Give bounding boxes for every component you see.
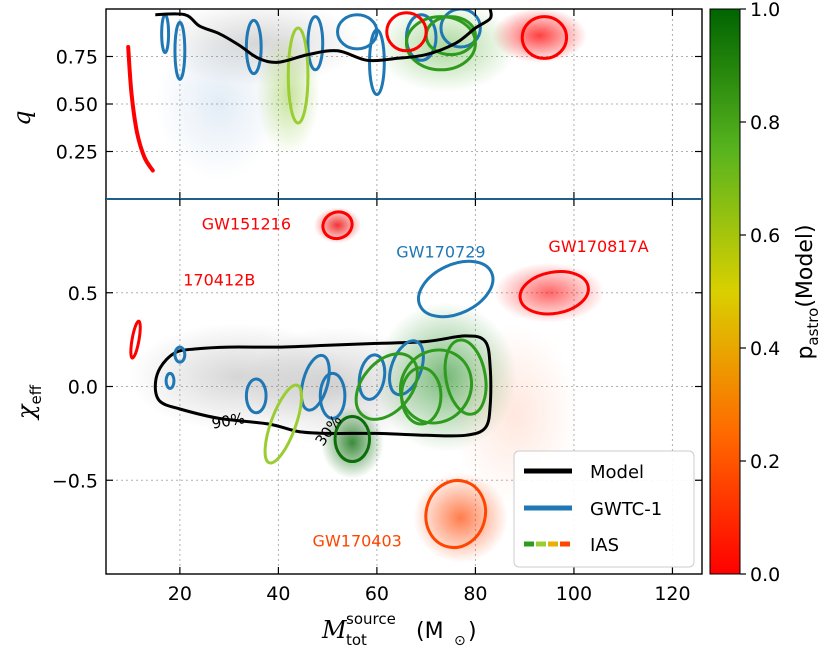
event-label-gw151216: GW151216 xyxy=(202,214,291,233)
svg-text:χeff: χeff xyxy=(12,384,45,421)
bottom-event-contour-gwtc1-4 xyxy=(318,371,347,420)
x-label-symbol: M xyxy=(321,616,348,644)
bottom-event-contour-gwtc1-0 xyxy=(173,345,187,364)
top-plot-area xyxy=(126,9,587,180)
x-label-unit-close: ) xyxy=(468,619,477,644)
x-label-unit-sub: ⊙ xyxy=(454,633,466,648)
xtick-label-1: 40 xyxy=(266,583,290,605)
chi-symbol: χ xyxy=(12,403,40,421)
bot-ytick-label-0: −0.5 xyxy=(52,470,98,492)
top-model-contour xyxy=(155,9,493,64)
colorbar-tick-label-0: 0.0 xyxy=(750,564,780,586)
colorbar-tick-label-5: 1.0 xyxy=(750,0,780,21)
bottom-event-contour-gwtc1-3 xyxy=(299,353,331,412)
legend-box xyxy=(513,450,695,568)
top-ytick-label-1: 0.50 xyxy=(56,94,98,116)
colorbar-label: pastro(Model) xyxy=(793,224,822,359)
legend-gwtc1-label: GWTC-1 xyxy=(590,499,662,520)
top-event-contour-gwtc1-24 xyxy=(336,13,379,51)
top-event-contour-lightgreen-26 xyxy=(286,26,310,125)
bottom-event-contour-gwtc1-6 xyxy=(388,339,425,397)
xtick-label-3: 80 xyxy=(463,583,487,605)
top-event-contour-gwtc1-20 xyxy=(244,18,263,76)
bottom-event-contour-gwtc1-1 xyxy=(164,371,176,390)
bottom-event-contour-orangered-11 xyxy=(424,479,488,549)
bottom-event-contour-green-16 xyxy=(400,366,443,426)
top-event-track-0 xyxy=(126,45,155,173)
top-y-axis-label: q xyxy=(8,110,36,125)
top-event-contour-red-29 xyxy=(385,11,428,53)
event-label-170412b: 170412B xyxy=(183,271,255,290)
xtick-label-5: 120 xyxy=(654,583,690,605)
event-label-gw170729: GW170729 xyxy=(396,243,485,262)
svg-text:pastro(Model): pastro(Model) xyxy=(793,224,822,359)
top-event-contour-gwtc1-18 xyxy=(173,20,187,81)
colorbar: 0.0 0.2 0.4 0.6 0.8 1.0 pastro(Model) xyxy=(709,0,822,586)
bottom-event-contour-red-10 xyxy=(129,319,142,360)
legend-model-label: Model xyxy=(590,462,644,483)
top-density-cloud-12 xyxy=(156,28,283,180)
bottom-event-contour-darkgreen-13 xyxy=(333,415,372,463)
x-axis-label: M source tot (M ⊙ ) xyxy=(321,610,477,648)
bottom-event-contour-gwtc1-2 xyxy=(244,377,268,415)
bottom-density-cloud-5 xyxy=(494,262,605,323)
colorbar-label-tail: (Model) xyxy=(793,224,818,307)
x-label-subscript: tot xyxy=(346,631,367,648)
colorbar-label-sub: astro xyxy=(804,308,822,346)
colorbar-tick-label-3: 0.6 xyxy=(750,225,780,247)
colorbar-tick-label-1: 0.2 xyxy=(750,451,780,473)
bot-ytick-label-1: 0.0 xyxy=(68,377,98,399)
top-event-contour-red-30 xyxy=(520,15,569,60)
colorbar-tick-label-4: 0.8 xyxy=(750,112,780,134)
xtick-label-0: 20 xyxy=(168,583,192,605)
top-event-contour-gwtc1-23 xyxy=(439,9,482,49)
bottom-plot-area xyxy=(128,207,605,563)
x-label-superscript: source xyxy=(346,610,396,628)
xtick-label-2: 60 xyxy=(365,583,389,605)
x-label-unit: (M xyxy=(416,619,444,644)
top-ytick-label-0: 0.25 xyxy=(56,142,98,164)
top-panel: 0.25 0.50 0.75 xyxy=(56,8,703,200)
top-event-contour-gwtc1-21 xyxy=(306,15,325,72)
bottom-event-contour-green-14 xyxy=(399,348,474,425)
bottom-event-contour-green-17 xyxy=(354,352,419,421)
chi-subscript: eff xyxy=(27,384,45,404)
legend-ias-label: IAS xyxy=(590,535,619,556)
colorbar-label-main: p xyxy=(793,346,818,360)
bottom-density-cloud-3 xyxy=(320,406,384,479)
bottom-event-contour-green-15 xyxy=(443,338,488,416)
bot-ytick-label-2: 0.5 xyxy=(68,283,98,305)
event-label-gw170817a: GW170817A xyxy=(548,237,648,256)
bottom-event-contour-lightgreen-12 xyxy=(263,383,304,465)
colorbar-tick-label-2: 0.4 xyxy=(750,338,780,360)
model-contour-label-0: 90% xyxy=(210,409,246,433)
xtick-label-4: 100 xyxy=(556,583,592,605)
bottom-event-contour-red-9 xyxy=(321,210,354,241)
bottom-event-contour-red-8 xyxy=(518,270,590,316)
colorbar-gradient xyxy=(709,8,741,575)
event-label-gw170403: GW170403 xyxy=(313,531,402,550)
bottom-model-contour xyxy=(153,334,493,438)
bottom-event-contour-gwtc1-5 xyxy=(357,353,387,401)
bottom-event-contour-gwtc1-7 xyxy=(417,259,495,319)
legend: Model GWTC-1 IAS xyxy=(513,450,695,568)
bottom-y-axis-label: χeff xyxy=(12,384,45,421)
top-ytick-label-2: 0.75 xyxy=(56,47,98,69)
